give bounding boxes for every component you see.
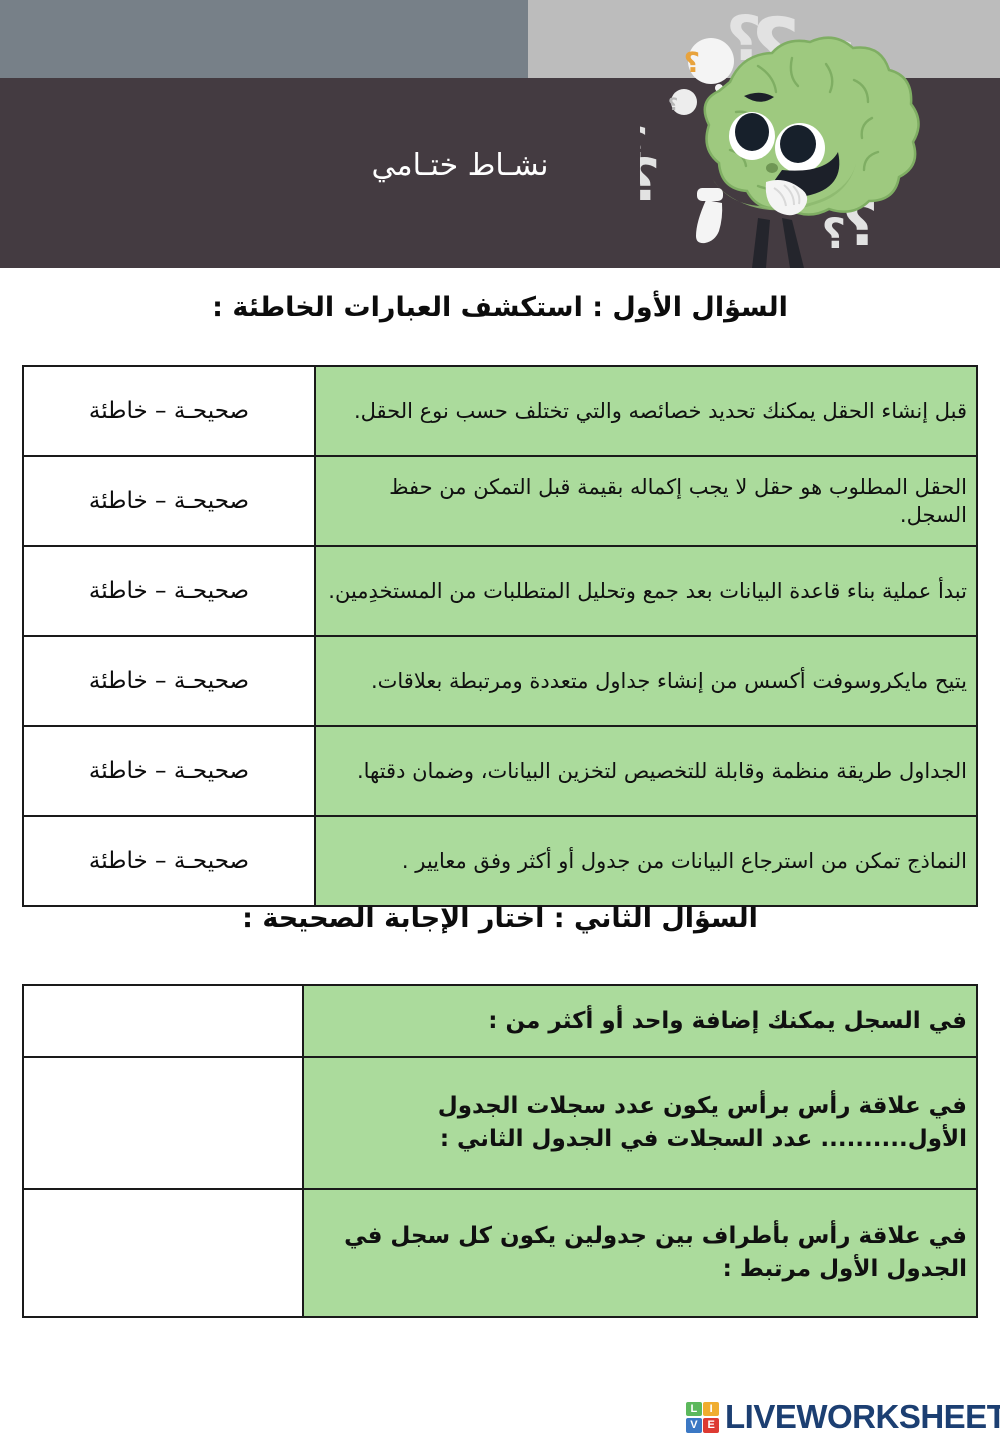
question2-table: في السجل يمكنك إضافة واحد أو أكثر من : ف… — [22, 984, 978, 1318]
answer-choice-cell[interactable]: صحيحـة – خاطئة — [22, 455, 316, 547]
svg-text:؟: ؟ — [640, 146, 660, 214]
answer-choice-cell[interactable]: صحيحـة – خاطئة — [22, 365, 316, 457]
table-row: في السجل يمكنك إضافة واحد أو أكثر من : — [22, 984, 978, 1058]
logo-letter-i: I — [703, 1401, 719, 1417]
liveworksheets-logo-text: LIVEWORKSHEETS — [725, 1398, 1000, 1435]
question2-heading: السؤال الثاني : اختار الإجابة الصحيحة : — [242, 903, 758, 934]
svg-text:؟: ؟ — [684, 46, 700, 79]
statement-cell: يتيح مايكروسوفت أكسس من إنشاء جداول متعد… — [314, 635, 978, 727]
liveworksheets-logo-icon: L I V E — [686, 1401, 719, 1433]
table-row: في علاقة رأس برأس يكون عدد سجلات الجدول … — [22, 1056, 978, 1190]
statement-cell: الجداول طريقة منظمة وقابلة للتخصيص لتخزي… — [314, 725, 978, 817]
svg-text:؟: ؟ — [640, 117, 648, 171]
question1-table: قبل إنشاء الحقل يمكنك تحديد خصائصه والتي… — [22, 365, 978, 907]
table-row: الجداول طريقة منظمة وقابلة للتخصيص لتخزي… — [22, 725, 978, 817]
logo-letter-l: L — [686, 1401, 702, 1417]
statement-cell: النماذج تمكن من استرجاع البيانات من جدول… — [314, 815, 978, 907]
statement-cell: في علاقة رأس برأس يكون عدد سجلات الجدول … — [302, 1056, 978, 1190]
table-row: الحقل المطلوب هو حقل لا يجب إكماله بقيمة… — [22, 455, 978, 547]
table-row: قبل إنشاء الحقل يمكنك تحديد خصائصه والتي… — [22, 365, 978, 457]
logo-letter-e: E — [703, 1417, 719, 1433]
logo-letter-v: V — [686, 1417, 702, 1433]
svg-text:؟: ؟ — [668, 95, 678, 115]
statement-cell: الحقل المطلوب هو حقل لا يجب إكماله بقيمة… — [314, 455, 978, 547]
page-title: نشـاط ختـامي — [371, 148, 549, 183]
banner-gray-dark-block — [0, 0, 528, 78]
svg-text:؟: ؟ — [822, 209, 846, 258]
table-row: في علاقة رأس بأطراف بين جدولين يكون كل س… — [22, 1188, 978, 1318]
answer-input-cell[interactable] — [22, 1056, 304, 1190]
answer-choice-cell[interactable]: صحيحـة – خاطئة — [22, 725, 316, 817]
liveworksheets-logo[interactable]: L I V E LIVEWORKSHEETS — [686, 1398, 1000, 1436]
answer-input-cell[interactable] — [22, 984, 304, 1058]
statement-cell: في السجل يمكنك إضافة واحد أو أكثر من : — [302, 984, 978, 1058]
statement-cell: تبدأ عملية بناء قاعدة البيانات بعد جمع و… — [314, 545, 978, 637]
answer-choice-cell[interactable]: صحيحـة – خاطئة — [22, 635, 316, 727]
brain-character-icon: ؟ ؟ ؟ ؟ ؟ ؟ ؟ ؟ ؟ ؟ — [640, 0, 1000, 268]
header-banner: ؟ ؟ ؟ ؟ ؟ ؟ ؟ ؟ ؟ ؟ — [0, 0, 1000, 268]
answer-choice-cell[interactable]: صحيحـة – خاطئة — [22, 815, 316, 907]
answer-input-cell[interactable] — [22, 1188, 304, 1318]
statement-cell: في علاقة رأس بأطراف بين جدولين يكون كل س… — [302, 1188, 978, 1318]
question1-heading: السؤال الأول : استكشف العبارات الخاطئة : — [212, 292, 788, 323]
table-row: النماذج تمكن من استرجاع البيانات من جدول… — [22, 815, 978, 907]
table-row: يتيح مايكروسوفت أكسس من إنشاء جداول متعد… — [22, 635, 978, 727]
statement-cell: قبل إنشاء الحقل يمكنك تحديد خصائصه والتي… — [314, 365, 978, 457]
table-row: تبدأ عملية بناء قاعدة البيانات بعد جمع و… — [22, 545, 978, 637]
answer-choice-cell[interactable]: صحيحـة – خاطئة — [22, 545, 316, 637]
